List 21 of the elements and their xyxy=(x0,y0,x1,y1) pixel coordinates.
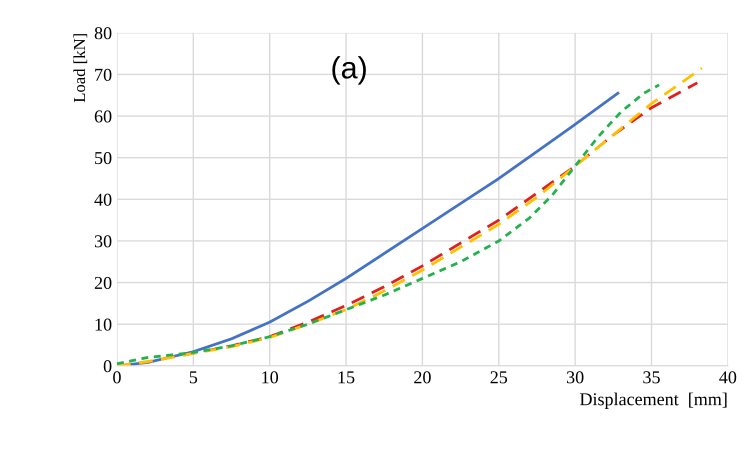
x-tick-label: 0 xyxy=(113,371,121,384)
y-tick-label: 50 xyxy=(95,152,112,164)
y-tick-label: 30 xyxy=(94,235,112,248)
x-tick-label: 20 xyxy=(414,371,431,384)
y-tick-label: 10 xyxy=(96,318,112,331)
x-tick-label: 10 xyxy=(262,371,278,384)
x-tick-label: 15 xyxy=(338,371,354,384)
annotation: (a) xyxy=(332,56,366,85)
x-tick-label: 5 xyxy=(190,371,198,384)
y-tick-label: 40 xyxy=(94,194,112,206)
x-axis-title: Displacement [mm] xyxy=(580,392,727,410)
y-tick-label: 70 xyxy=(95,68,112,81)
x-tick-label: 30 xyxy=(566,371,584,384)
y-tick-label: 60 xyxy=(94,110,112,123)
y-tick-label: 0 xyxy=(104,360,112,372)
y-tick-label: 20 xyxy=(94,276,112,290)
y-axis-title: Load [kN] xyxy=(73,34,88,102)
y-tick-label: 80 xyxy=(94,27,112,40)
x-tick-label: 35 xyxy=(643,371,660,384)
x-tick-label: 25 xyxy=(490,371,508,384)
x-tick-label: 40 xyxy=(719,371,736,384)
